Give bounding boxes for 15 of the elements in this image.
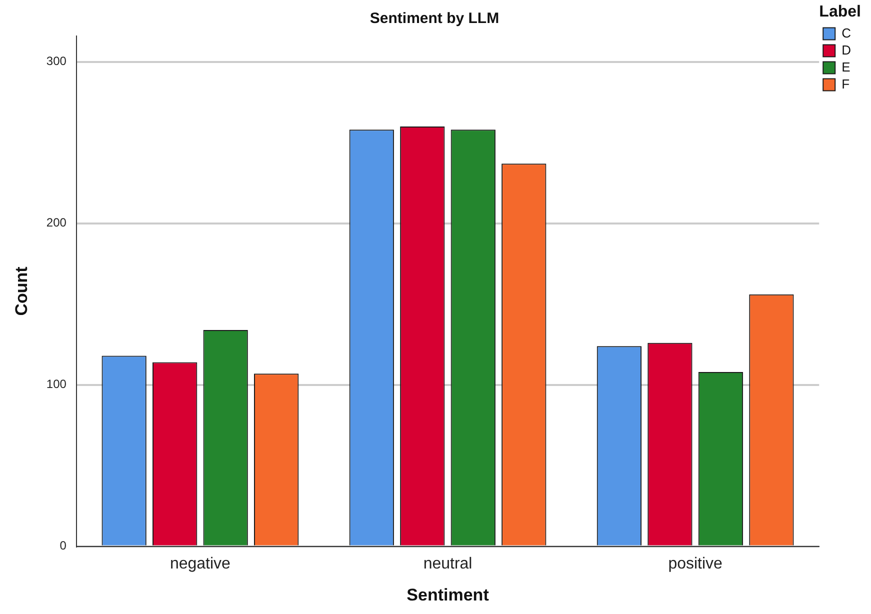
x-tick-label: positive [668, 555, 723, 572]
x-tick-label: negative [170, 555, 231, 572]
x-axis-title: Sentiment [406, 585, 490, 604]
legend-label: F [842, 76, 850, 92]
legend-label: D [842, 42, 851, 58]
y-tick-label: 200 [46, 216, 67, 230]
y-tick-label: 300 [46, 54, 67, 68]
legend-label: C [842, 25, 851, 40]
chart-title: Sentiment by LLM [370, 10, 500, 28]
legend-label: E [842, 59, 851, 74]
y-axis-title: Count [12, 266, 31, 316]
legend-title: Label [819, 3, 861, 20]
y-tick-label: 100 [46, 377, 67, 392]
y-tick-label: 0 [60, 538, 67, 553]
x-tick-label: neutral [423, 555, 472, 572]
